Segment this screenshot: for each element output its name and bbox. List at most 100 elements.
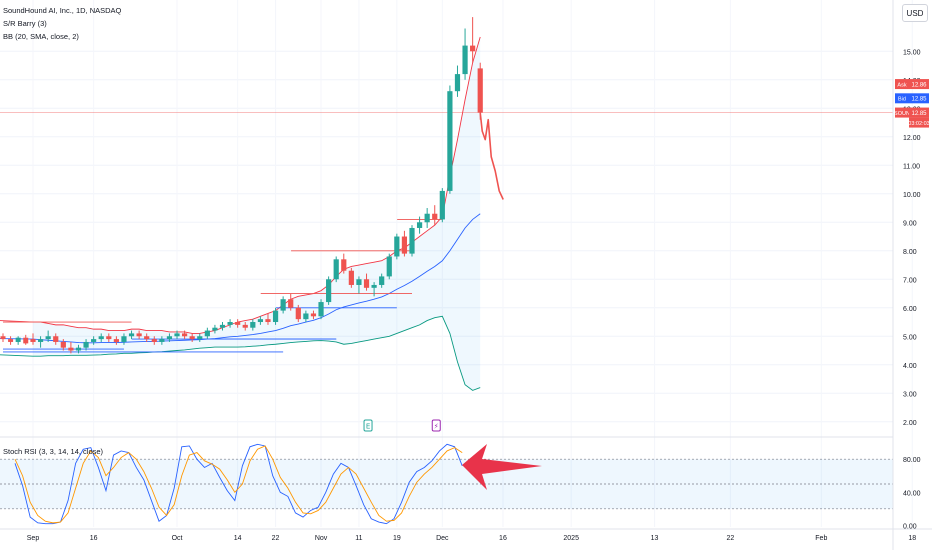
ask-tag-value-bg — [909, 79, 929, 90]
candle[interactable] — [98, 336, 104, 340]
candle[interactable] — [318, 302, 324, 317]
candle[interactable] — [83, 341, 89, 348]
x-tick-label: Sep — [27, 535, 40, 542]
candle[interactable] — [371, 284, 377, 288]
candles[interactable] — [0, 17, 483, 354]
candle[interactable] — [432, 213, 438, 220]
event-marker[interactable] — [431, 419, 441, 432]
candle[interactable] — [15, 337, 21, 342]
last-tag-value-bg — [909, 107, 929, 118]
candle[interactable] — [91, 339, 97, 342]
candle[interactable] — [30, 339, 36, 342]
candle[interactable] — [197, 336, 203, 340]
x-tick-label: 22 — [726, 535, 734, 542]
candle[interactable] — [68, 347, 74, 351]
last-tag-label: SOUN — [894, 111, 910, 117]
x-tick-label: 18 — [908, 535, 916, 542]
bb-indicator-label[interactable]: BB (20, SMA, close, 2) — [3, 32, 79, 41]
candle[interactable] — [424, 213, 430, 223]
x-tick-label: 16 — [499, 535, 507, 542]
candle[interactable] — [379, 276, 385, 285]
candle[interactable] — [235, 322, 241, 325]
candle[interactable] — [37, 339, 44, 342]
candle[interactable] — [204, 330, 210, 337]
bid-tag-value: 12.85 — [911, 97, 927, 103]
candle[interactable] — [310, 313, 317, 317]
candle[interactable] — [348, 270, 354, 285]
x-tick-label: 16 — [90, 535, 98, 542]
candle[interactable] — [303, 313, 309, 320]
x-tick-label: 13 — [651, 535, 659, 542]
candle[interactable] — [128, 333, 135, 337]
candle[interactable] — [439, 190, 445, 220]
candle[interactable] — [386, 256, 392, 277]
x-tick-label: 19 — [393, 535, 401, 542]
candle[interactable] — [113, 339, 119, 342]
y-tick-label: 10.00 — [903, 192, 921, 199]
candle[interactable] — [295, 307, 301, 320]
candle[interactable] — [401, 236, 408, 254]
x-tick-label: 2025 — [563, 535, 579, 542]
candle[interactable] — [356, 279, 362, 285]
candle[interactable] — [470, 45, 476, 52]
candle[interactable] — [447, 91, 453, 191]
y-tick-label: 3.00 — [903, 391, 917, 398]
y-tick-label: 11.00 — [903, 163, 920, 170]
candle[interactable] — [45, 336, 51, 340]
candle[interactable] — [280, 299, 286, 311]
currency-button[interactable]: USD — [902, 4, 928, 22]
candle[interactable] — [219, 324, 226, 328]
candle[interactable] — [454, 74, 461, 92]
bb-basis-line — [32, 213, 481, 344]
candle[interactable] — [272, 310, 279, 323]
candle[interactable] — [166, 336, 173, 340]
event-markers[interactable]: E⚡E — [363, 419, 932, 432]
candle[interactable] — [462, 45, 468, 75]
candle[interactable] — [227, 322, 233, 325]
candle[interactable] — [144, 336, 150, 340]
x-tick-label: 22 — [272, 535, 280, 542]
y-tick-label: 6.00 — [903, 306, 917, 313]
candle[interactable] — [242, 324, 248, 328]
candle[interactable] — [75, 347, 82, 351]
candle[interactable] — [394, 236, 400, 257]
ask-tag-value: 12.86 — [911, 82, 927, 88]
stoch-indicator-label[interactable]: Stoch RSI (3, 3, 14, 14, close) — [3, 447, 104, 456]
candle[interactable] — [182, 333, 188, 337]
candle[interactable] — [416, 222, 423, 228]
candle[interactable] — [121, 336, 127, 342]
candle[interactable] — [477, 68, 483, 113]
candle[interactable] — [8, 339, 14, 342]
x-tick-label: 11 — [355, 535, 362, 542]
bid-tag-label-bg — [895, 93, 909, 104]
stoch-rsi-pane[interactable] — [0, 443, 893, 525]
x-tick-label: Oct — [172, 535, 183, 542]
candle[interactable] — [0, 336, 6, 340]
candle[interactable] — [333, 259, 339, 280]
candle[interactable] — [60, 341, 66, 348]
bb-lower-line-lead — [0, 354, 34, 357]
candle[interactable] — [106, 336, 112, 340]
candle[interactable] — [326, 279, 332, 303]
event-marker[interactable] — [363, 419, 373, 432]
candle[interactable] — [257, 319, 263, 323]
ask-tag-label: Ask — [897, 82, 906, 88]
candle[interactable] — [341, 259, 347, 271]
bid-tag-label: Bid — [898, 97, 906, 103]
candle[interactable] — [23, 337, 29, 344]
candle[interactable] — [53, 336, 59, 342]
sr-indicator-label[interactable]: S/R Barry (3) — [3, 19, 47, 28]
candle[interactable] — [136, 333, 142, 337]
candle[interactable] — [409, 227, 415, 254]
candle[interactable] — [363, 279, 370, 288]
candle[interactable] — [189, 336, 195, 340]
candle[interactable] — [159, 339, 165, 342]
candle[interactable] — [265, 319, 271, 323]
candle[interactable] — [151, 339, 157, 342]
candle[interactable] — [174, 333, 180, 337]
candle[interactable] — [212, 327, 218, 331]
candle[interactable] — [250, 322, 256, 328]
candle[interactable] — [288, 299, 294, 308]
